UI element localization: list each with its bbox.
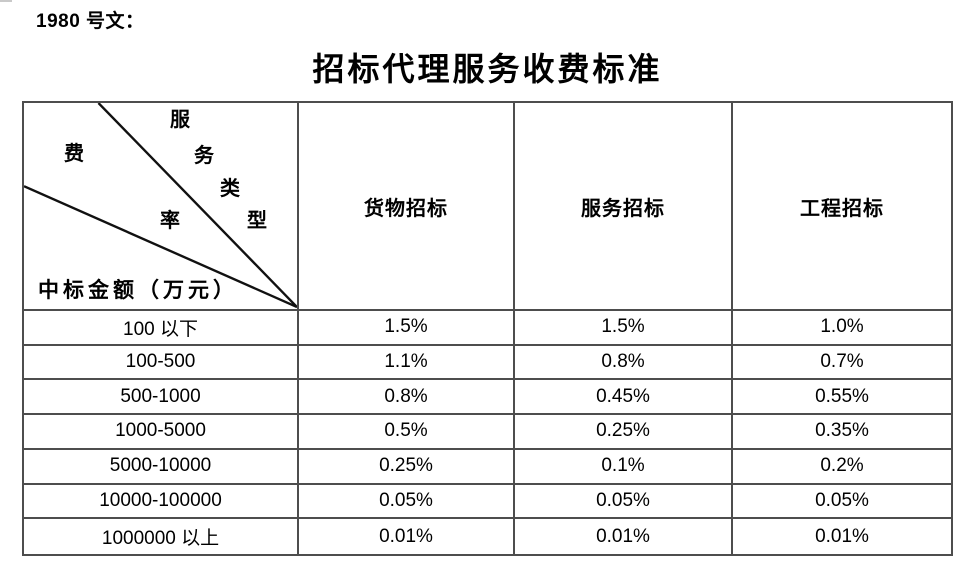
rate-value-cell: 0.01% [815,525,869,547]
rate-value-cell: 0.55% [733,380,951,416]
column-header-services: 服务招标 [515,103,733,311]
rate-value-cell: 0.01% [299,519,515,554]
rate-value-cell: 0.45% [515,380,733,416]
rate-value-cell: 0.25% [299,449,515,485]
corner-col-axis-char: 务 [194,145,214,167]
row-amount-range-cell: 1000000 以上 [24,519,299,554]
rate-value-cell: 0.8% [299,380,515,416]
row-amount-range-cell: 10000-100000 [24,484,299,520]
row-amount-range-cell: 100 以下 [24,311,299,346]
rate-value-cell: 0.5% [299,415,515,450]
rate-value-cell: 0.1% [515,449,733,485]
corner-value-axis-char: 费 [64,143,84,165]
corner-col-axis-char: 服 [170,109,190,131]
corner-col-axis-char: 型 [247,210,267,232]
row-amount-range-cell: 1000-5000 [24,415,299,450]
rate-value-cell: 0.05% [299,484,515,520]
column-header-goods: 货物招标 [299,103,515,311]
doc-number-label: 1980 号文： [36,11,145,32]
rate-value-cell: 0.05% [515,484,733,520]
row-amount-range-cell: 5000-10000 [24,449,299,485]
rate-value-cell: 1.5% [299,311,515,346]
diagonal-divider-lines [24,103,297,309]
rate-value-cell: 0.35% [733,415,951,450]
rate-value-cell: 0.05% [733,485,951,520]
rate-value-cell: 1.1% [299,345,515,381]
column-header-engineering: 工程招标 [733,103,951,311]
corner-row-axis-label: 中标金额（万元） [38,278,238,302]
rate-value-cell: 1.5% [515,311,733,346]
screen-edge-artifact [0,0,12,2]
rate-value-cell: 0.7% [733,346,951,381]
corner-value-axis-char: 率 [160,210,180,232]
rate-value-cell: 0.2% [733,450,951,485]
row-amount-range-cell: 100-500 [24,345,299,381]
table-corner-cell: 服 务 类 型 费 率 中标金额（万元） [24,103,299,311]
row-amount-range-cell: 500-1000 [24,380,299,416]
page-title: 招标代理服务收费标准 [312,51,663,87]
rate-value-cell: 0.8% [515,345,733,381]
rate-value-cell: 0.25% [515,415,733,450]
corner-col-axis-char: 类 [220,178,240,200]
rate-value-cell: 1.0% [733,311,951,346]
fee-table: 服 务 类 型 费 率 中标金额（万元） 货物招标 服务招标 工程招标 100 … [22,101,953,556]
rate-value-cell: 0.01% [515,519,733,554]
